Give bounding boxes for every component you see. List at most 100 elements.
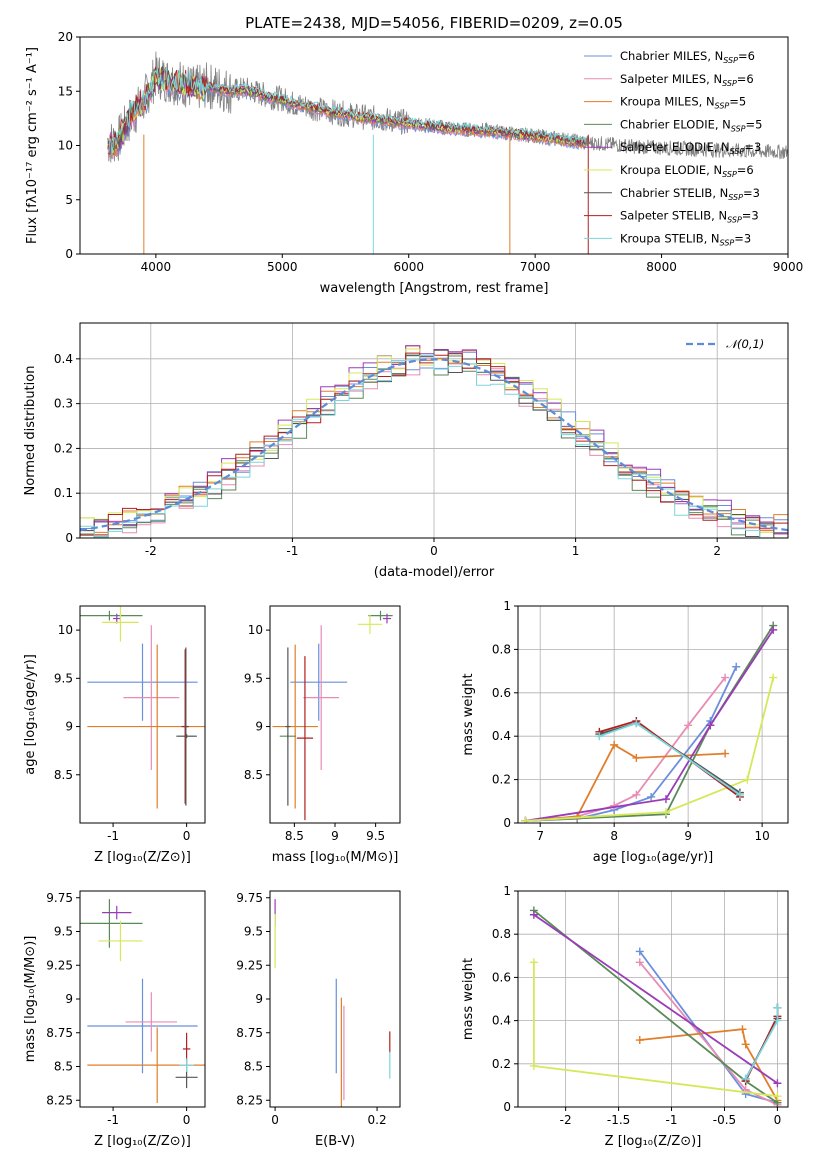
point-marker <box>610 801 619 810</box>
point-marker <box>706 721 715 730</box>
y-tick-label: 0.2 <box>492 1057 511 1071</box>
x-tick-label: 7000 <box>520 260 551 274</box>
y-tick-label: 8.75 <box>46 1026 73 1040</box>
panel-mass-vs-ebv: 0 0.2 8.25 8.5 8.75 9 9.25 9.5 9.75 E(B-V) <box>236 890 401 1149</box>
x-axis-label: Z [log₁₀(Z/Z⊙)] <box>94 850 191 865</box>
series-line <box>599 720 741 798</box>
y-tick-label: 0.2 <box>492 773 511 787</box>
histogram-step <box>80 355 788 538</box>
panel-age-vs-mass: 8.5 9 9.5 8.5 9 9.5 10 mass [log₁₀(M/M⊙)] <box>244 605 401 865</box>
y-tick-label: 0.4 <box>54 352 73 366</box>
y-tick-label: 9.5 <box>54 671 73 685</box>
legend: Chabrier MILES, NSSP=6 Salpeter MILES, NS… <box>584 49 762 247</box>
x-tick-label: 8.5 <box>285 829 304 843</box>
data-point <box>179 1058 194 1072</box>
series-line <box>639 950 778 1104</box>
x-tick-label: 9.5 <box>366 829 385 843</box>
point-marker <box>741 1074 750 1083</box>
plot-area <box>272 610 393 821</box>
point-marker <box>735 790 744 799</box>
x-tick-label: -1 <box>666 1113 678 1127</box>
plot-area <box>80 606 205 809</box>
point-marker <box>632 753 641 762</box>
y-tick-label: 9.5 <box>244 925 263 939</box>
x-tick-label: 9 <box>684 829 692 843</box>
panel-age-vs-Z: -1 0 8.5 9 9.5 10 Z [log₁₀(Z/Z⊙)] age [log₁₀(ag… <box>23 605 206 865</box>
data-point <box>183 647 189 806</box>
point-marker <box>738 1025 747 1034</box>
point-marker <box>529 910 538 919</box>
point-marker <box>769 673 778 682</box>
x-tick-label: 5000 <box>267 260 298 274</box>
axes-frame <box>517 605 789 824</box>
y-tick-label: 0.2 <box>54 441 73 455</box>
x-tick-label: -0.5 <box>713 1113 736 1127</box>
y-tick-label: 8.75 <box>236 1026 263 1040</box>
point-marker <box>521 816 530 823</box>
y-tick-label: 8.5 <box>244 768 263 782</box>
series-line <box>639 1028 779 1101</box>
point-marker <box>635 947 644 956</box>
y-tick-label: 0.8 <box>492 927 511 941</box>
y-tick-label: 0.4 <box>492 729 511 743</box>
y-tick-label: 0.1 <box>54 486 73 500</box>
x-tick-label: 1 <box>572 544 580 558</box>
series-line <box>599 722 741 796</box>
y-tick-label: 0 <box>503 1100 511 1114</box>
series-line <box>525 629 774 822</box>
y-tick-label: 0.8 <box>492 642 511 656</box>
point-marker <box>721 673 730 682</box>
point-marker <box>769 625 778 634</box>
data-point <box>125 992 178 1052</box>
y-tick-label: 20 <box>58 30 73 44</box>
x-axis-label: Z [log₁₀(Z/Z⊙)] <box>605 1134 702 1149</box>
axes-frame <box>269 605 401 824</box>
point-marker <box>721 749 730 758</box>
series-line <box>533 914 778 1084</box>
legend-entry: Salpeter MILES, NSSP=6 <box>620 72 754 88</box>
x-tick-label: 0 <box>774 1113 782 1127</box>
legend-entry: Salpeter STELIB, NSSP=3 <box>620 209 759 225</box>
series-line <box>744 1007 779 1080</box>
y-tick-label: 8.5 <box>244 1060 263 1074</box>
x-tick-label: 2 <box>713 544 721 558</box>
y-tick-label: 1 <box>503 884 511 898</box>
y-tick-label: 1 <box>503 599 511 613</box>
data-point <box>303 625 340 770</box>
plot-area <box>80 345 788 538</box>
y-tick-label: 10 <box>248 623 263 637</box>
y-tick-label: 9 <box>65 992 73 1006</box>
data-point <box>87 978 198 1074</box>
data-point <box>272 644 318 809</box>
panel-mass-vs-Z: -1 0 8.25 8.5 8.75 9 9.25 9.5 9.75 Z [log₁₀(Z/Z⊙)… <box>23 890 206 1149</box>
point-marker <box>529 1061 538 1070</box>
y-axis-label: mass [log₁₀(M/M⊙)] <box>23 936 38 1063</box>
point-marker <box>773 1092 782 1101</box>
y-tick-label: 9.75 <box>236 891 263 905</box>
data-point <box>357 614 383 634</box>
axes-frame <box>79 890 206 1108</box>
data-point <box>102 606 139 642</box>
point-marker <box>741 1040 750 1049</box>
plot-area <box>521 621 778 823</box>
data-point <box>98 920 143 962</box>
panel-residuals: -2 -1 0 1 2 0 0.1 0.2 0.3 0.4 (data-model)/error No… <box>23 322 789 580</box>
legend-entry: Kroupa ELODIE, NSSP=6 <box>620 163 754 179</box>
legend-entry: Kroupa MILES, NSSP=5 <box>620 95 746 111</box>
data-point <box>290 643 348 721</box>
x-axis-label: mass [log₁₀(M/M⊙)] <box>272 850 399 865</box>
panel-spectrum: 4000 5000 6000 7000 8000 9000 0 5 10 15 20 waveleng… <box>25 30 803 296</box>
plot-area <box>107 51 788 254</box>
point-marker <box>684 721 693 730</box>
point-marker <box>632 790 641 799</box>
point-marker <box>661 808 670 817</box>
axes-frame <box>79 36 789 255</box>
series-line <box>525 677 775 822</box>
x-tick-label: 0 <box>271 1113 279 1127</box>
plot-area <box>274 899 391 1107</box>
data-point <box>123 625 180 770</box>
data-point <box>80 610 143 621</box>
data-point <box>80 899 143 948</box>
x-tick-label: -1.5 <box>607 1113 630 1127</box>
